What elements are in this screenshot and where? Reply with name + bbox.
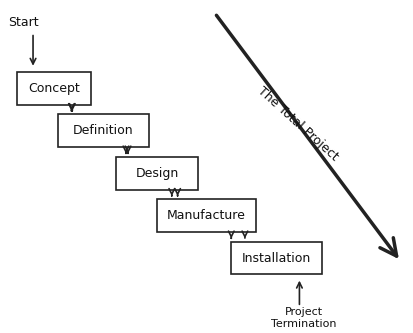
FancyBboxPatch shape (116, 157, 198, 189)
Text: Concept: Concept (28, 82, 80, 95)
Text: Definition: Definition (73, 124, 133, 137)
Text: The Total Project: The Total Project (254, 85, 340, 164)
Text: Design: Design (135, 167, 178, 180)
FancyBboxPatch shape (58, 114, 149, 147)
Text: Project
Termination: Project Termination (271, 307, 336, 329)
FancyBboxPatch shape (17, 72, 91, 105)
FancyBboxPatch shape (231, 242, 322, 274)
Text: Manufacture: Manufacture (167, 209, 246, 222)
Text: Start: Start (8, 16, 39, 29)
FancyBboxPatch shape (157, 199, 256, 232)
Text: Installation: Installation (242, 252, 311, 265)
